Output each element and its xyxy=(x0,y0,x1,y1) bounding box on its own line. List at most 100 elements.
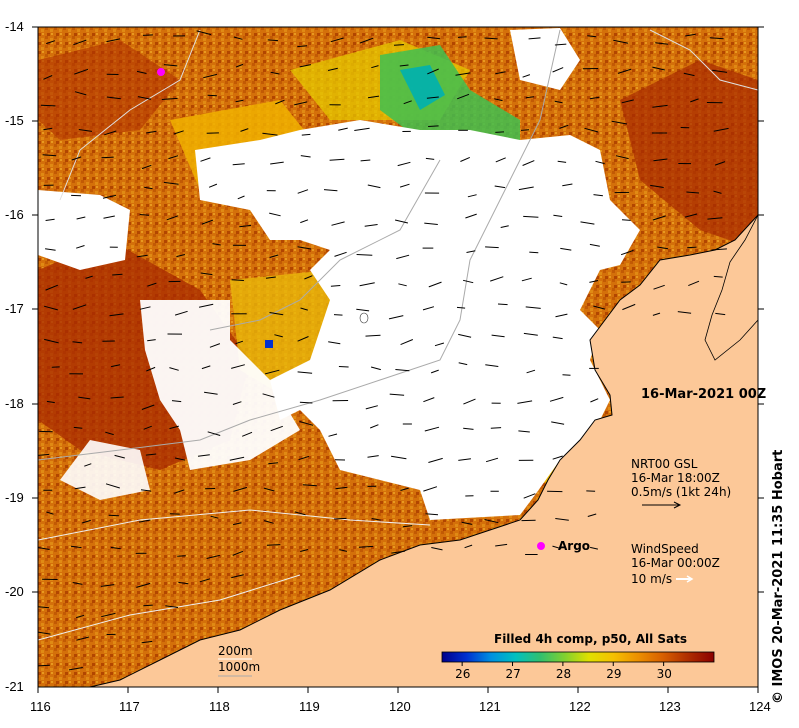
lat-tick-label: -18 xyxy=(5,396,24,411)
vector-arrow xyxy=(688,280,700,287)
vector-arrow xyxy=(359,282,375,287)
vector-arrow xyxy=(207,94,217,97)
vector-arrow xyxy=(356,308,370,312)
vector-arrow xyxy=(146,130,157,134)
vector-arrow xyxy=(399,64,409,67)
vector-arrow xyxy=(465,213,477,219)
vector-arrow xyxy=(396,254,410,260)
vector-arrow xyxy=(554,43,567,46)
vector-arrow xyxy=(232,550,244,556)
vector-arrow xyxy=(239,224,252,228)
vector-arrow xyxy=(458,362,468,366)
vector-arrow xyxy=(38,606,50,609)
vector-arrow xyxy=(81,519,91,524)
vector-arrow xyxy=(111,364,121,368)
vector-arrow xyxy=(367,184,381,189)
vector-arrow xyxy=(557,160,567,163)
vector-arrow xyxy=(74,68,89,75)
wind-legend: WindSpeed 16-Mar 00:00Z 10 m/s xyxy=(631,542,720,586)
vector-arrow xyxy=(275,99,285,105)
vector-arrow xyxy=(76,245,85,249)
vector-arrow xyxy=(523,493,536,499)
vector-arrow xyxy=(712,69,728,73)
vector-arrow xyxy=(431,547,443,551)
vector-arrow xyxy=(262,393,275,398)
vector-arrow xyxy=(114,454,125,459)
vector-arrow xyxy=(76,636,90,641)
lat-tick-label: -17 xyxy=(5,301,24,316)
colorbar-gradient xyxy=(441,651,715,663)
vector-arrow xyxy=(552,455,563,460)
vector-arrow xyxy=(299,64,311,68)
vector-arrow xyxy=(485,364,499,367)
vector-arrow xyxy=(562,183,573,187)
vector-arrow xyxy=(233,36,243,40)
vector-arrow xyxy=(560,247,572,251)
vector-arrow xyxy=(460,156,470,162)
lon-tick-label: 118 xyxy=(209,699,230,714)
vector-arrow xyxy=(400,487,409,491)
vector-arrow xyxy=(365,405,378,410)
vector-arrow xyxy=(485,246,499,249)
vector-arrow xyxy=(330,285,341,287)
vector-arrow xyxy=(657,246,669,250)
vector-arrow xyxy=(38,631,51,635)
vector-arrow xyxy=(495,543,508,547)
colorbar-tick-label: 30 xyxy=(657,667,672,681)
vector-arrow xyxy=(617,68,632,74)
vector-arrow xyxy=(328,433,338,437)
vector-arrow xyxy=(713,127,729,132)
credit-label: © IMOS 20-Mar-2021 11:35 Hobart xyxy=(771,449,786,704)
vector-arrow xyxy=(587,513,597,517)
vector-arrow xyxy=(428,125,439,127)
vector-arrow xyxy=(652,312,661,316)
lon-tick-label: 119 xyxy=(299,699,320,714)
vector-arrow xyxy=(462,279,474,284)
vector-arrow xyxy=(235,63,244,68)
vector-arrow xyxy=(46,511,54,515)
vector-arrow xyxy=(359,37,374,44)
vector-arrow xyxy=(395,369,410,372)
vector-arrow xyxy=(430,369,439,374)
vector-arrow xyxy=(525,306,541,309)
vector-arrow xyxy=(45,248,56,251)
vector-arrow xyxy=(269,254,279,258)
isobath-east xyxy=(649,29,758,91)
vector-arrow xyxy=(139,306,151,310)
vector-arrow xyxy=(265,276,276,279)
vector-arrow xyxy=(297,189,309,194)
colorbar: Filled 4h comp, p50, All Sats 26 27 28 29 30 xyxy=(441,632,715,681)
vector-arrow xyxy=(711,248,727,251)
colorbar-tick-label: 29 xyxy=(606,667,621,681)
land-mainland xyxy=(89,214,758,687)
vector-arrow xyxy=(143,425,152,430)
vector-arrow xyxy=(490,427,502,429)
vector-arrow xyxy=(240,128,249,132)
vector-arrow xyxy=(500,225,509,228)
vector-arrow xyxy=(231,574,244,579)
vector-arrow xyxy=(38,453,50,456)
vector-arrow xyxy=(552,336,563,340)
cloud-mask-ne xyxy=(510,28,580,90)
vector-arrow xyxy=(424,222,438,225)
lon-tick-label: 116 xyxy=(30,699,51,714)
vector-arrow xyxy=(652,215,666,221)
vector-arrow xyxy=(72,341,83,344)
vector-arrow xyxy=(589,280,599,283)
vector-arrow xyxy=(177,555,186,557)
vector-arrow xyxy=(72,304,87,310)
vector-arrow xyxy=(300,219,309,224)
vector-arrow xyxy=(263,520,274,524)
vector-arrow xyxy=(44,338,59,344)
vector-arrow xyxy=(208,183,218,188)
vector-arrow xyxy=(76,216,86,220)
lon-tick-label: 117 xyxy=(119,699,140,714)
vector-arrow xyxy=(457,93,470,100)
vector-arrow xyxy=(168,155,179,160)
vector-arrow xyxy=(72,582,83,585)
land-kimberley xyxy=(704,214,758,361)
vector-arrow xyxy=(270,71,280,75)
vector-arrow xyxy=(233,486,248,492)
current-vectors xyxy=(38,30,729,671)
